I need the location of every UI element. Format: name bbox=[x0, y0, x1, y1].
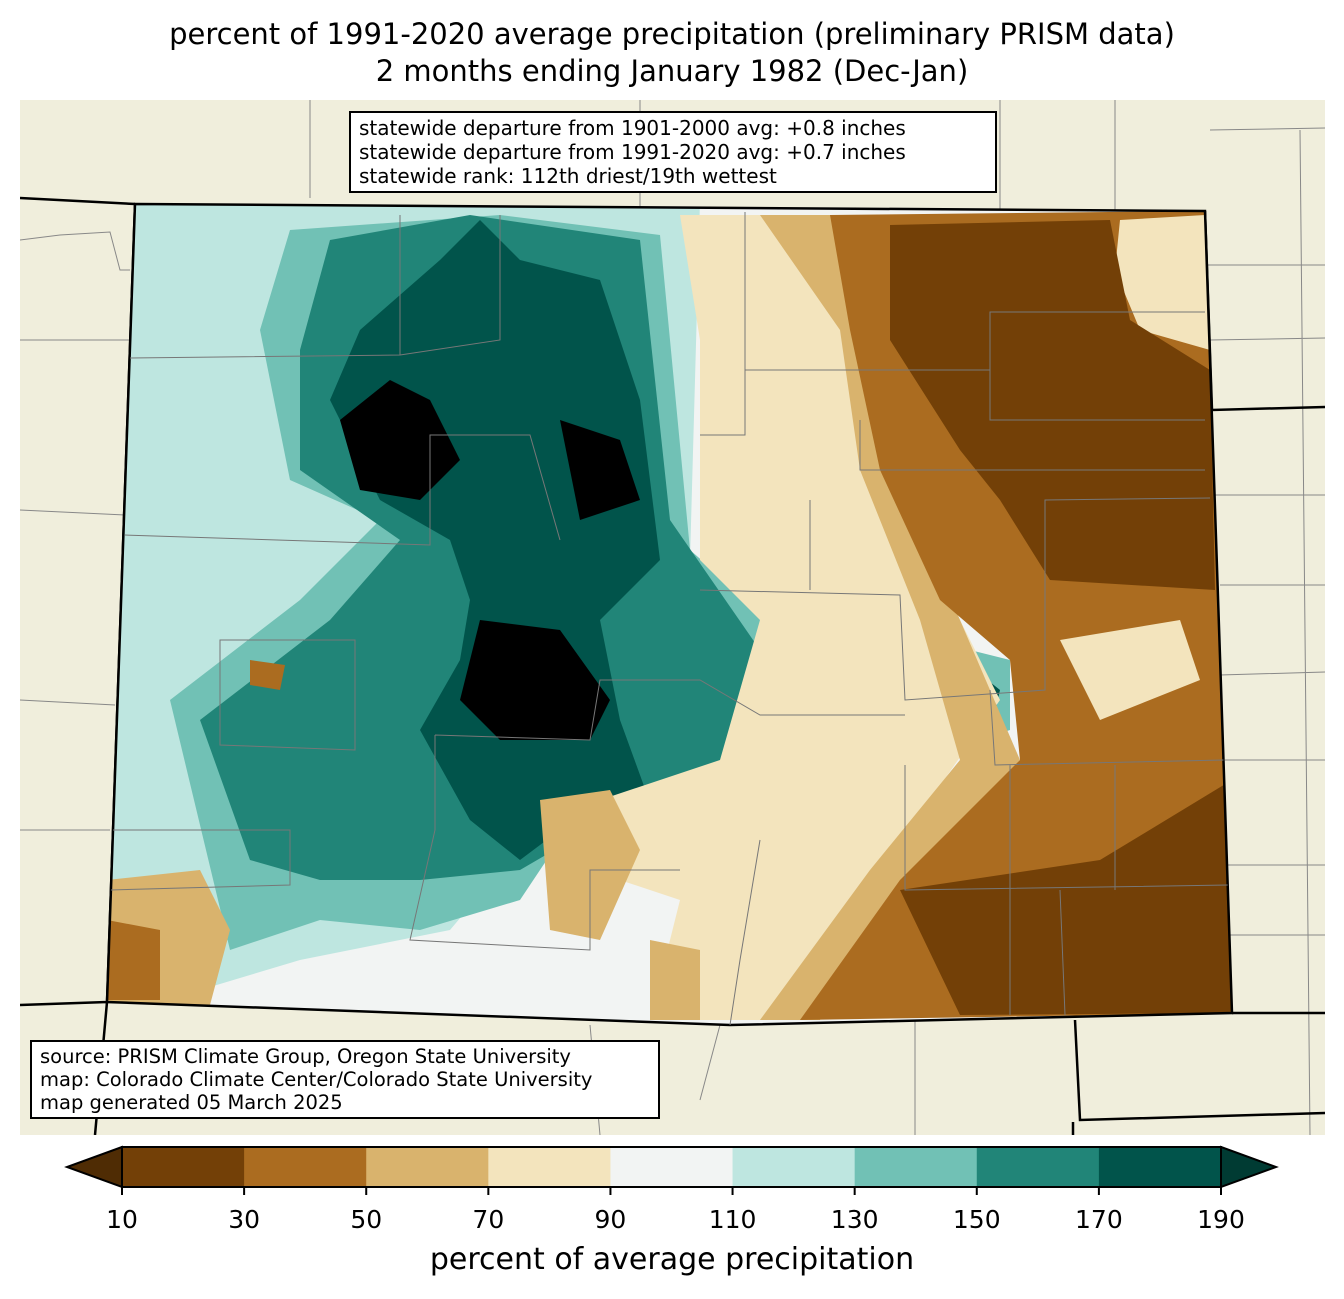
precip-region bbox=[340, 380, 640, 740]
colorbar-cell bbox=[732, 1147, 856, 1187]
colorbar-over-arrow bbox=[1220, 1145, 1279, 1189]
precip-region bbox=[1060, 215, 1210, 720]
colorbar-under-arrow bbox=[64, 1145, 123, 1189]
precip-region bbox=[890, 220, 1232, 1015]
colorbar-label: percent of average precipitation bbox=[429, 1242, 915, 1277]
statewide-rank: statewide rank: 112th driest/19th wettes… bbox=[359, 164, 777, 188]
colorbar-tick-label: 150 bbox=[952, 1205, 1001, 1234]
precip-region bbox=[107, 660, 285, 1000]
colorbar-cell bbox=[122, 1147, 245, 1187]
colorbar-tick-label: 50 bbox=[350, 1205, 383, 1234]
colorbar-tick-label: 170 bbox=[1075, 1205, 1123, 1234]
colorbar-cell bbox=[610, 1147, 734, 1187]
colorbar-tick-label: 90 bbox=[594, 1205, 627, 1234]
colorbar-tick-label: 190 bbox=[1197, 1205, 1245, 1234]
colorado-border bbox=[105, 202, 1234, 1027]
colorbar-tick-label: 110 bbox=[708, 1205, 757, 1234]
map-credit-line: map: Colorado Climate Center/Colorado St… bbox=[40, 1068, 593, 1091]
departure-1901-2000: statewide departure from 1901-2000 avg: … bbox=[359, 116, 906, 140]
source-line: source: PRISM Climate Group, Oregon Stat… bbox=[40, 1045, 571, 1068]
colorbar bbox=[64, 1145, 1279, 1195]
colorbar-tick-label: 70 bbox=[472, 1205, 505, 1234]
colorbar-tick-label: 30 bbox=[228, 1205, 261, 1234]
source-box: source: PRISM Climate Group, Oregon Stat… bbox=[30, 1040, 660, 1119]
colorbar-outline bbox=[121, 1146, 1222, 1188]
colorbar-tick-label: 130 bbox=[830, 1205, 879, 1234]
colorbar-cell bbox=[854, 1147, 978, 1187]
precip-fields bbox=[107, 204, 1232, 1025]
precip-region bbox=[760, 215, 1020, 1020]
colorbar-cell bbox=[244, 1147, 367, 1187]
map-title-line2: 2 months ending January 1982 (Dec-Jan) bbox=[375, 54, 969, 88]
colorbar-cell bbox=[366, 1147, 489, 1187]
generated-date-line: map generated 05 March 2025 bbox=[40, 1091, 343, 1114]
county-lines bbox=[108, 212, 1231, 1025]
colorbar-cell bbox=[1098, 1147, 1222, 1187]
precip-region bbox=[107, 790, 700, 1020]
colorbar-tick-label: 10 bbox=[106, 1205, 138, 1234]
departure-1991-2020: statewide departure from 1991-2020 avg: … bbox=[359, 140, 906, 164]
map-title-line1: percent of 1991-2020 average precipitati… bbox=[169, 17, 1175, 51]
colorbar-cell bbox=[976, 1147, 1100, 1187]
statewide-stats-box: statewide departure from 1901-2000 avg: … bbox=[349, 111, 997, 193]
colorbar-cell bbox=[488, 1147, 611, 1187]
